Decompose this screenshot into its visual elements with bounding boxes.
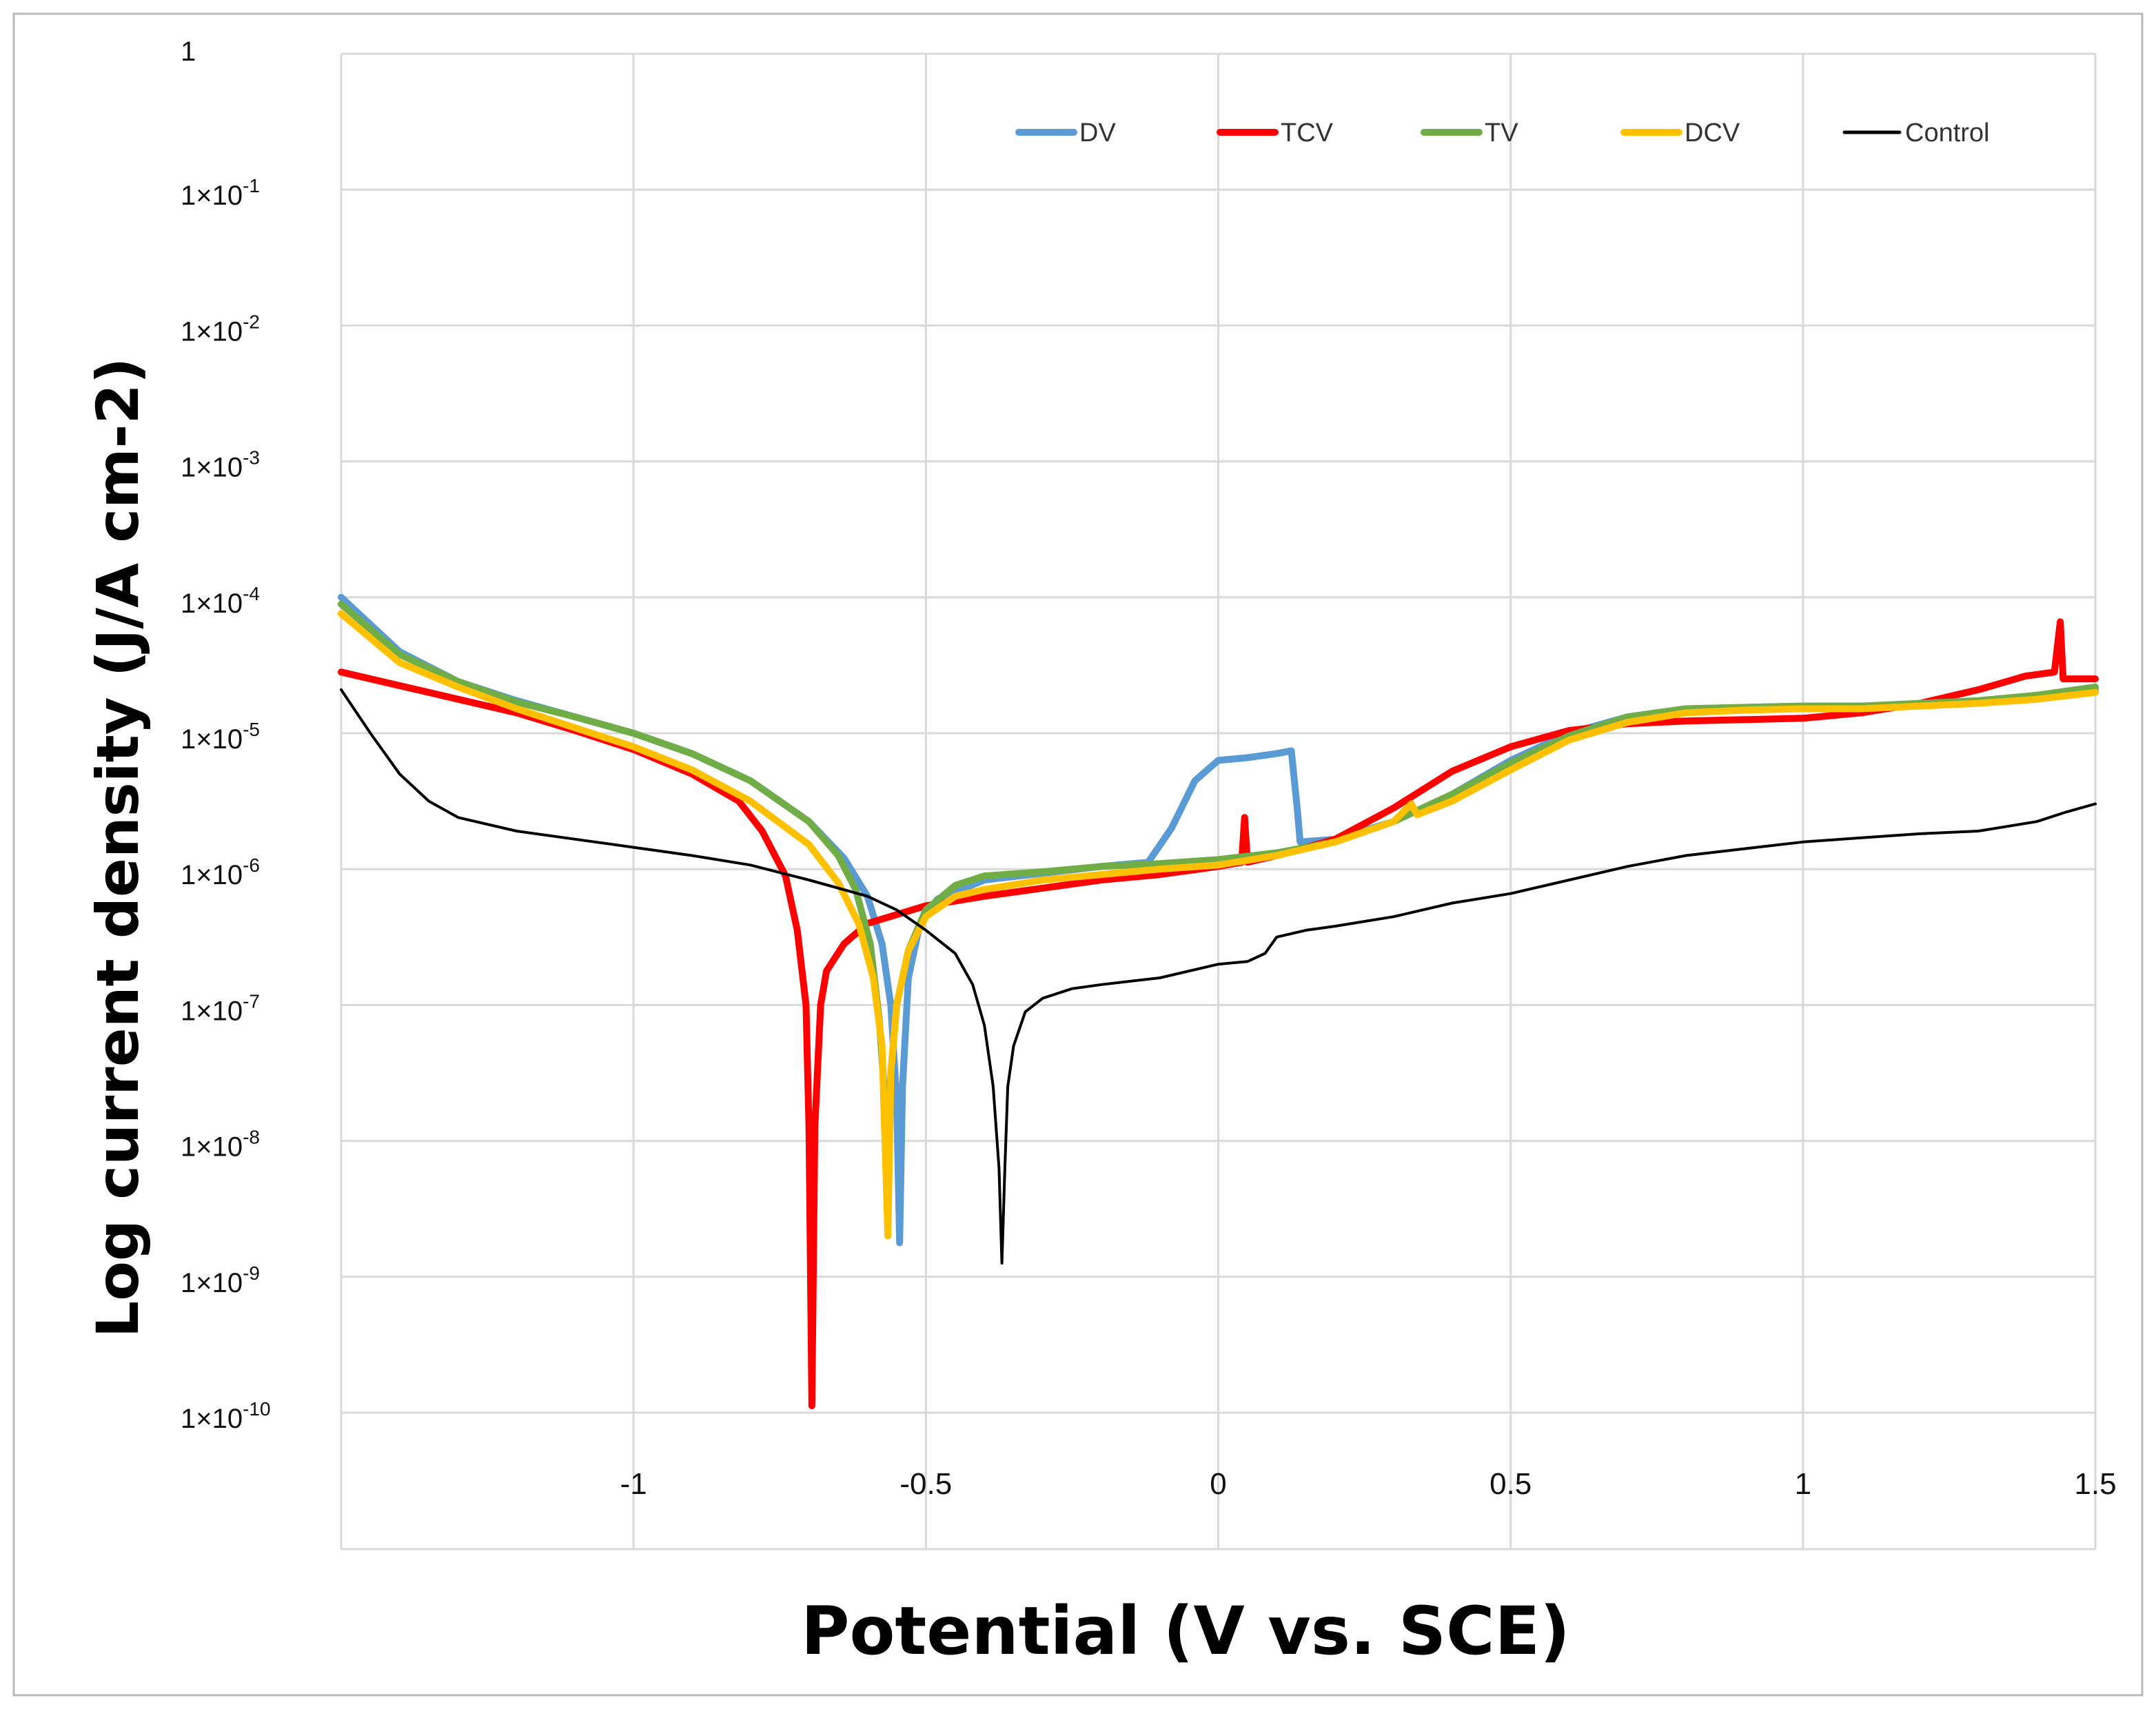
x-tick-label-0: -1 xyxy=(620,1467,647,1501)
y-tick-exponent-3: -3 xyxy=(243,447,260,469)
y-axis-title: Log current density (J/A cm-2) xyxy=(84,358,152,1338)
legend: DV TCV TV DCV Control xyxy=(1015,119,1990,147)
x-tick-label-4: 1 xyxy=(1795,1467,1811,1501)
y-tick-label-8: 1×10-8 xyxy=(181,1127,260,1163)
legend-label-tcv: TCV xyxy=(1281,119,1334,147)
x-tick-label-5: 1.5 xyxy=(2074,1467,2116,1501)
legend-label-tv: TV xyxy=(1485,119,1518,147)
x-tick-label-1: -0.5 xyxy=(899,1467,952,1501)
legend-label-dcv: DCV xyxy=(1685,119,1740,147)
series-line-control xyxy=(340,688,2097,1265)
series-line-tcv xyxy=(338,618,2099,1410)
y-tick-exponent-5: -5 xyxy=(243,719,260,740)
x-tick-label-3: 0.5 xyxy=(1489,1467,1532,1501)
y-tick-exponent-8: -8 xyxy=(243,1127,260,1148)
y-tick-exponent-2: -2 xyxy=(243,311,260,332)
y-tick-label-0: 1 xyxy=(181,37,196,67)
legend-label-control: Control xyxy=(1905,119,1990,147)
series-line-dcv xyxy=(338,610,2099,1240)
x-axis-ticks: -1 -0.5 0 0.5 1 1.5 xyxy=(620,1467,2117,1501)
y-axis-ticks: 11×10-11×10-21×10-31×10-41×10-51×10-61×1… xyxy=(181,37,271,1434)
legend-label-dv: DV xyxy=(1079,119,1116,147)
series-group xyxy=(338,593,2099,1410)
x-tick-label-2: 0 xyxy=(1210,1467,1226,1501)
y-tick-exponent-10: -10 xyxy=(243,1398,270,1420)
y-tick-exponent-4: -4 xyxy=(243,583,260,604)
outer-border xyxy=(12,12,2144,1697)
y-tick-exponent-9: -9 xyxy=(243,1262,260,1284)
y-tick-exponent-1: -1 xyxy=(243,175,260,196)
y-tick-label-3: 1×10-3 xyxy=(181,447,260,483)
y-tick-exponent-6: -6 xyxy=(243,854,260,876)
x-axis-title: Potential (V vs. SCE) xyxy=(801,1593,1570,1670)
y-tick-exponent-7: -7 xyxy=(243,990,260,1012)
